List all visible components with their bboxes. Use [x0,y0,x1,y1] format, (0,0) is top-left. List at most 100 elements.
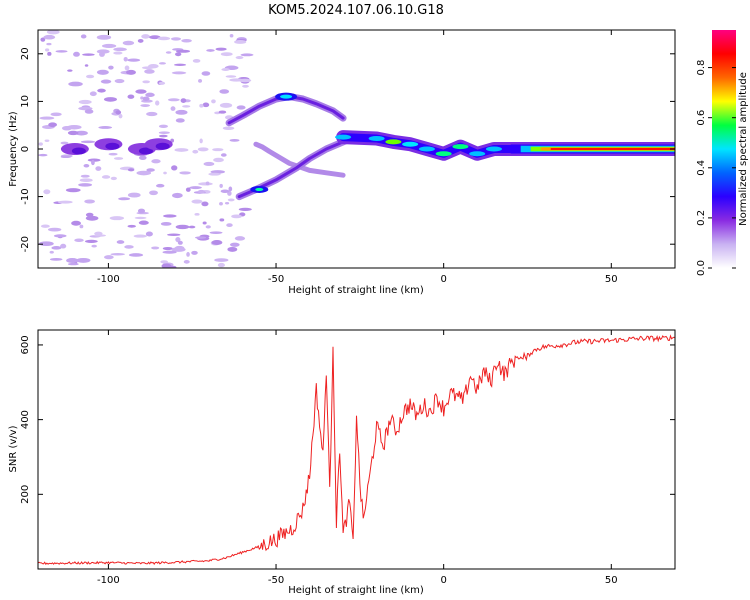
trace-pulse [335,134,352,140]
noise-blob [60,243,67,249]
noise-blob [113,51,123,55]
noise-blob [124,245,134,249]
noise-blob [96,34,112,40]
spectrogram-y-axis: -20 -10 0 10 20 [20,47,675,252]
y-tick-label: 0 [20,146,31,152]
noise-blob [137,38,144,43]
x-tick-label: 50 [605,575,618,586]
noise-blob [219,183,223,188]
noise-blob [170,106,176,111]
noise-blob [135,89,147,94]
noise-blob [82,53,95,56]
noise-blob [101,175,111,179]
noise-blob [211,99,216,104]
noise-blob [238,207,252,211]
noise-blob [171,71,187,75]
noise-blob [199,138,203,144]
noise-blob [167,265,177,268]
noise-blob [214,258,229,262]
spectrogram-y-label: Frequency (Hz) [8,111,19,187]
noise-blob [182,105,191,108]
noise-blob [38,142,43,146]
noise-blob [158,62,166,65]
noise-blob [236,105,246,110]
noise-blob [226,223,233,228]
noise-blob [43,34,56,40]
y-tick-label: -10 [20,188,31,204]
noise-blob [157,36,171,41]
noise-blob [217,262,225,268]
noise-blob [89,91,97,97]
noise-blob [55,50,68,53]
noise-blob [127,192,141,198]
cluster-core [138,147,153,155]
noise-blob [86,74,95,79]
noise-blob [229,78,244,82]
noise-blob [163,171,167,175]
noise-blob [73,51,80,57]
spectrogram-noise [38,30,254,268]
noise-blob [149,190,158,196]
noise-blob [201,201,209,207]
noise-blob [227,198,235,202]
trace-pulse [402,141,419,147]
upper-branch [253,141,346,178]
noise-blob [170,37,182,41]
noise-blob [220,189,230,193]
noise-blob [118,197,131,201]
noise-blob [141,34,151,39]
noise-blob [137,208,146,214]
noise-blob [110,253,125,256]
noise-blob [144,69,155,74]
noise-blob [224,202,230,205]
noise-blob [194,236,207,239]
noise-blob [126,69,136,75]
noise-blob [191,250,198,255]
noise-blob [75,130,88,136]
noise-blob [197,147,209,152]
noise-blob [49,257,63,261]
noise-blob [227,246,238,252]
noise-blob [175,52,182,57]
noise-blob [142,96,150,102]
noise-blob [202,102,210,108]
y-tick-label: 600 [20,335,31,354]
noise-blob [66,257,79,264]
noise-blob [222,126,235,131]
noise-blob [78,183,93,187]
noise-blob [141,66,154,70]
y-tick-label: 10 [20,95,31,108]
noise-blob [146,168,155,172]
noise-blob [177,240,183,245]
noise-blob [156,183,165,188]
colorbar-tick-label: 0.2 [696,210,707,226]
noise-blob [183,259,190,264]
noise-blob [71,220,81,226]
noise-blob [108,65,114,70]
noise-blob [167,98,180,102]
noise-blob [171,192,183,199]
noise-blob [116,240,125,244]
noise-blob [225,75,237,78]
snr-line [38,334,675,565]
noise-blob [47,227,62,232]
noise-blob [234,39,247,44]
noise-blob [158,131,170,134]
noise-blob [100,79,112,84]
noise-blob [60,155,71,159]
noise-blob [79,224,84,229]
noise-blob [78,99,92,105]
x-tick-label: -50 [268,274,284,285]
noise-blob [188,225,196,229]
noise-blob [221,68,230,71]
noise-blob [136,170,152,176]
noise-blob [220,52,233,57]
noise-blob [127,94,135,99]
figure-title: KOM5.2024.107.06.10.G18 [268,3,444,18]
noise-blob [206,49,215,52]
noise-blob [83,164,90,168]
noise-blob [151,246,160,250]
noise-blob [158,124,168,128]
noise-blob [74,238,84,243]
